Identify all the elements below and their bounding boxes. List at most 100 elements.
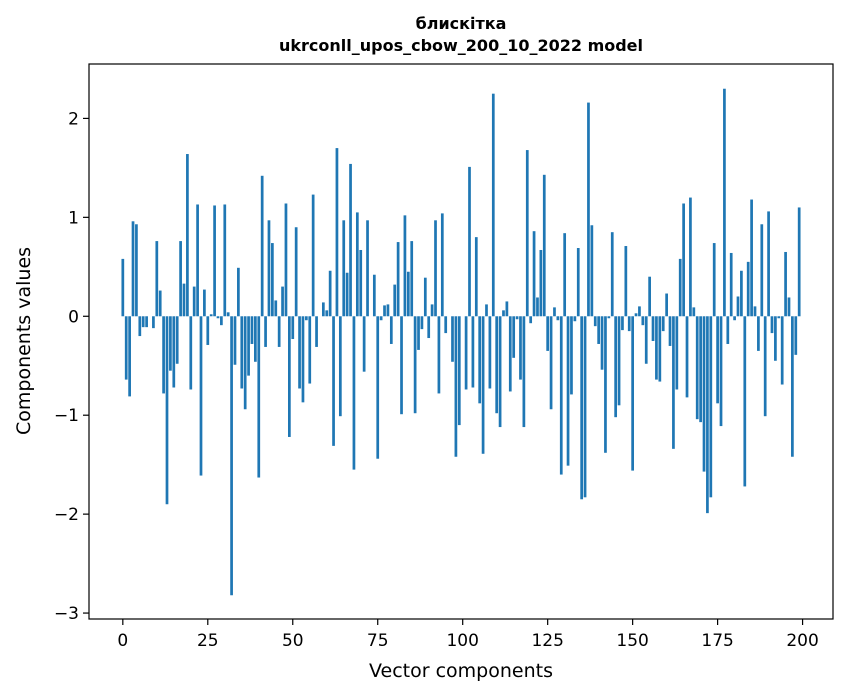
bar: [372, 274, 376, 317]
bar: [495, 316, 499, 414]
bar: [427, 316, 431, 339]
bar: [400, 316, 403, 415]
bar: [345, 272, 349, 317]
bar: [590, 225, 594, 317]
x-tick-label: 200: [786, 631, 818, 651]
bar: [787, 297, 791, 317]
bar: [784, 251, 787, 317]
bar: [634, 313, 638, 317]
bar: [233, 316, 237, 365]
x-tick-label: 175: [701, 631, 733, 651]
bar: [695, 316, 699, 420]
bar: [706, 316, 709, 514]
bar: [471, 316, 475, 388]
bar: [209, 314, 213, 317]
bar: [607, 316, 611, 319]
bar: [672, 316, 675, 449]
bar: [491, 93, 495, 317]
bar: [213, 205, 216, 317]
bar: [141, 316, 145, 328]
y-tick-label: 0: [68, 307, 79, 327]
bar: [386, 304, 390, 317]
bar: [359, 249, 363, 317]
bar: [529, 316, 533, 324]
bar: [757, 316, 760, 351]
bar: [284, 203, 288, 317]
bar: [186, 154, 189, 317]
bar: [457, 316, 461, 426]
bar: [746, 261, 750, 317]
bar: [403, 215, 407, 317]
bar: [644, 316, 648, 364]
bar: [172, 316, 176, 388]
bar: [546, 316, 550, 351]
bar: [481, 316, 485, 454]
bar: [423, 277, 427, 317]
bar: [362, 316, 366, 372]
bar: [712, 243, 716, 317]
bar: [641, 316, 645, 326]
bar: [638, 306, 641, 317]
bar: [226, 312, 230, 317]
bar: [733, 316, 736, 321]
bar: [281, 286, 284, 317]
bar: [692, 307, 696, 317]
bar: [250, 316, 254, 344]
bar: [328, 270, 332, 317]
bar: [576, 248, 580, 317]
bar: [240, 316, 244, 389]
bar: [580, 316, 584, 500]
bar: [651, 316, 655, 341]
bar: [770, 316, 774, 334]
bar: [128, 316, 131, 397]
bar: [600, 316, 604, 370]
bar: [593, 316, 597, 327]
bar: [508, 316, 512, 392]
bar: [553, 307, 556, 317]
bar: [549, 316, 553, 410]
bar: [138, 316, 142, 337]
bar: [573, 316, 577, 322]
bar: [716, 316, 719, 404]
bar: [583, 316, 587, 498]
bar: [155, 241, 159, 317]
bar: [485, 304, 488, 317]
bar: [774, 316, 777, 361]
bar: [152, 316, 155, 329]
bar: [797, 207, 801, 317]
bar: [162, 316, 165, 394]
bar: [158, 290, 162, 317]
bar: [165, 316, 169, 505]
bar: [621, 316, 624, 331]
bar: [685, 316, 689, 398]
bar: [366, 220, 369, 317]
bar: [124, 316, 128, 380]
bar: [355, 212, 359, 317]
bar: [325, 310, 329, 317]
bar: [502, 310, 505, 317]
bar: [304, 316, 308, 321]
bar: [519, 316, 522, 380]
bar: [175, 316, 179, 364]
bar: [406, 271, 410, 317]
bar: [257, 316, 261, 478]
bar: [396, 242, 400, 317]
bar: [539, 249, 543, 317]
bar: [352, 316, 356, 470]
y-tick-label: −2: [54, 505, 79, 525]
bar: [383, 305, 386, 317]
bar: [264, 316, 267, 347]
bar: [291, 316, 295, 340]
bar-series: [121, 88, 801, 596]
bar: [563, 233, 567, 317]
bar: [658, 316, 662, 382]
bar: [311, 194, 315, 317]
bar: [417, 316, 420, 350]
bar: [437, 316, 441, 394]
bar: [135, 224, 138, 317]
bar: [604, 316, 607, 453]
x-tick-label: 25: [197, 631, 219, 651]
bar: [338, 316, 342, 417]
bar: [393, 284, 397, 317]
